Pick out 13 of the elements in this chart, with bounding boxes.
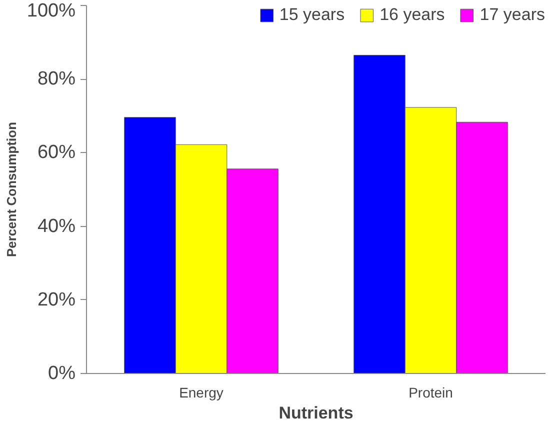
y-tick-label: 0% [48,363,76,384]
legend-label: 16 years [380,5,445,25]
x-axis-title: Nutrients [278,404,354,422]
legend-label: 17 years [480,5,545,25]
x-tick-label: Energy [179,384,224,400]
legend-label: 15 years [279,5,345,25]
x-tick-label: Protein [408,384,453,400]
y-axis-title: Percent Consumption [4,122,19,258]
y-tick-label: 100% [26,0,76,22]
y-tick-label: 60% [37,142,76,164]
y-tick-label: 80% [37,68,76,90]
y-tick-label: 20% [37,289,76,310]
y-tick-label: 40% [37,216,76,237]
